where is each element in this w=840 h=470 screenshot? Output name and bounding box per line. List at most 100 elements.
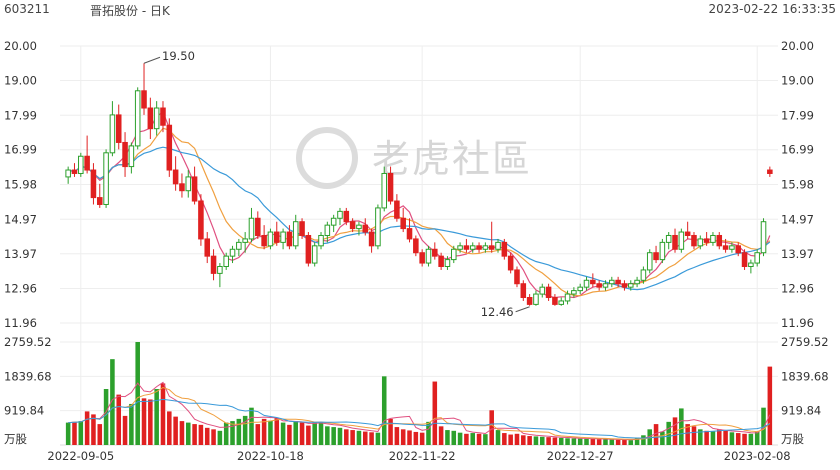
volume-bar: [72, 421, 77, 445]
volume-tick-label-left: 2759.52: [4, 335, 52, 349]
volume-bar: [325, 426, 330, 445]
candle-body: [419, 252, 425, 264]
candle-body: [754, 252, 760, 264]
candle-body: [634, 279, 640, 285]
candle-body: [577, 286, 583, 292]
candle-body: [722, 245, 729, 250]
price-tick-label-right: 14.97: [781, 212, 814, 226]
volume-bar: [653, 424, 659, 445]
volume-bar: [609, 439, 615, 445]
volume-bar: [495, 430, 501, 445]
candle-body: [615, 279, 621, 285]
candle-body: [627, 283, 634, 288]
candle-body: [646, 252, 653, 271]
candle-body: [90, 169, 97, 199]
price-tick-label-left: 17.99: [4, 108, 37, 122]
volume-tick-label-right: 1839.68: [781, 369, 829, 383]
candle-body: [109, 114, 116, 154]
candle-body: [236, 241, 242, 250]
volume-bar: [426, 421, 431, 445]
volume-bar: [679, 408, 684, 445]
candle-body: [368, 231, 375, 247]
candle-body: [571, 290, 577, 295]
volume-bar: [546, 437, 551, 445]
volume-bar: [331, 427, 336, 445]
candle-body: [387, 172, 394, 202]
volume-bar: [362, 431, 368, 445]
price-tick-label-right: 16.99: [781, 143, 814, 157]
volume-bar: [508, 434, 513, 445]
volume-bar: [590, 439, 596, 445]
annotations: 19.50 12.46: [143, 49, 530, 319]
candle-body: [760, 221, 767, 254]
volume-bar: [344, 429, 349, 445]
candle-body: [621, 283, 628, 288]
moving-average-lines: [68, 111, 771, 299]
volume-bar: [129, 403, 134, 445]
candle-body: [330, 217, 337, 226]
candle-body: [665, 234, 672, 243]
candle-body: [78, 155, 84, 174]
date-tick-label: 2022-11-22: [389, 449, 456, 463]
volume-bar: [476, 433, 482, 445]
candle-body: [520, 283, 527, 299]
price-tick-label-right: 11.96: [781, 316, 814, 330]
volume-bar: [255, 424, 261, 445]
volume-bar: [502, 433, 507, 445]
chart-datetime: 2023-02-22 16:33:35: [708, 2, 836, 16]
price-tick-label-left: 13.97: [4, 247, 37, 261]
volume-unit-label-left: 万股: [4, 432, 27, 446]
candle-body: [703, 238, 710, 243]
volume-bar: [457, 432, 463, 445]
price-tick-label-right: 20.00: [781, 39, 814, 53]
volume-bar: [261, 418, 267, 445]
volume-bar: [306, 425, 311, 445]
volume-bar: [110, 359, 115, 445]
candle-body: [748, 262, 754, 267]
volume-bar: [445, 430, 450, 445]
volume-bar: [318, 422, 324, 445]
volume-bar: [268, 420, 273, 445]
candle-body: [469, 245, 476, 250]
volume-bar: [577, 438, 583, 445]
candle-body: [160, 107, 166, 126]
volume-bar: [641, 435, 646, 445]
candle-body: [381, 172, 388, 209]
volume-bar: [312, 422, 317, 445]
candle-body: [122, 141, 128, 168]
candle-body: [526, 297, 533, 305]
volume-bar: [65, 422, 71, 445]
candle-body: [204, 238, 211, 257]
candle-body: [223, 255, 229, 267]
volume-bar: [274, 418, 280, 445]
volume-tick-label-right: 919.84: [781, 404, 821, 418]
volume-bar: [489, 410, 494, 445]
candle-body: [311, 245, 318, 264]
volume-bar: [660, 431, 665, 445]
candle-body: [71, 169, 78, 174]
candle-body: [318, 234, 324, 247]
volume-bar: [148, 399, 153, 445]
candle-body: [292, 221, 299, 247]
volume-bar: [293, 421, 299, 445]
candle-body: [356, 224, 362, 230]
candle-body: [198, 200, 204, 240]
volume-bar: [710, 431, 716, 445]
candle-body: [185, 176, 192, 192]
candle-body: [609, 279, 615, 285]
price-tick-label-right: 13.97: [781, 247, 814, 261]
volume-bar: [761, 407, 766, 445]
candle-body: [337, 210, 343, 219]
candle-body: [248, 217, 255, 240]
volume-bar: [735, 433, 741, 445]
volume-bar: [242, 415, 248, 445]
candle-body: [115, 114, 122, 143]
watermark-logo-icon: [296, 127, 358, 189]
volume-bar: [571, 438, 577, 445]
candle-body: [463, 245, 470, 250]
watermark-text: 老虎社區: [372, 137, 532, 181]
volume-bar: [748, 433, 754, 445]
volume-ma20-line: [68, 398, 771, 439]
candle-body: [495, 241, 501, 250]
date-tick-label: 2022-10-18: [237, 449, 304, 463]
